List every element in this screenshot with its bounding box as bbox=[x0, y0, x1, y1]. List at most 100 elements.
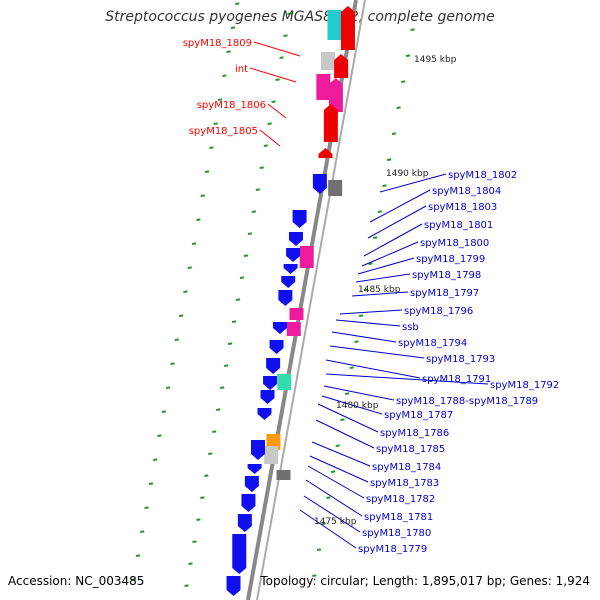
gene-feature bbox=[260, 390, 275, 404]
scale-label: 1490 kbp bbox=[386, 169, 429, 179]
backbone-line-inner bbox=[256, 0, 366, 600]
scale-label: 1475 kbp bbox=[314, 517, 357, 527]
tick-dash bbox=[235, 2, 240, 5]
scale-label: 1485 kbp bbox=[358, 285, 401, 295]
tick-dash bbox=[217, 98, 223, 101]
gene-feature bbox=[312, 174, 327, 194]
leader-line bbox=[355, 273, 411, 283]
leader-line bbox=[357, 257, 415, 275]
gene-label-reverse: spyM18_1784 bbox=[372, 462, 441, 473]
gene-labels: 1495 kbp 1490 kbp 1485 kbp 1480 kbp 1475 kbp… bbox=[183, 38, 560, 555]
leader-line bbox=[303, 495, 361, 533]
leader-line bbox=[367, 205, 427, 239]
tick-dash bbox=[220, 386, 225, 389]
leader-line bbox=[307, 465, 365, 499]
tick-dash bbox=[247, 232, 253, 235]
tick-dash bbox=[340, 418, 345, 421]
tick-dash bbox=[259, 166, 264, 169]
gene-feature bbox=[328, 180, 343, 196]
genome-backbone bbox=[246, 0, 366, 600]
tick-dash bbox=[344, 392, 350, 395]
gene-label-reverse: spyM18_1799 bbox=[416, 254, 485, 265]
tick-dash bbox=[200, 194, 205, 197]
tick-dash bbox=[283, 34, 288, 37]
gene-feature bbox=[288, 232, 303, 246]
gene-label-reverse: spyM18_1783 bbox=[370, 478, 439, 489]
gene-feature bbox=[283, 264, 298, 274]
gene-feature bbox=[263, 376, 278, 390]
gene-label-reverse: spyM18_1786 bbox=[380, 428, 449, 439]
leader-line bbox=[369, 189, 431, 223]
gene-label-reverse: spyM18_1794 bbox=[398, 338, 467, 349]
tick-dash bbox=[358, 314, 364, 317]
gene-label-reverse: spyM18_1791 bbox=[422, 374, 491, 385]
tick-dash bbox=[188, 562, 193, 565]
gene-label-reverse: spyM18_1787 bbox=[384, 410, 453, 421]
tick-dash bbox=[243, 254, 249, 257]
tick-dash bbox=[271, 100, 276, 103]
tick-dash bbox=[166, 386, 171, 389]
gene-label-reverse: spyM18_1780 bbox=[362, 528, 431, 539]
tick-dash bbox=[131, 578, 136, 581]
tick-dash bbox=[316, 548, 322, 551]
gene-label-forward: spyM18_1805 bbox=[189, 126, 258, 137]
tick-dash bbox=[251, 210, 256, 213]
tick-dash bbox=[178, 314, 184, 317]
gene-label-reverse: spyM18_1782 bbox=[366, 494, 435, 505]
tick-dash bbox=[405, 54, 411, 57]
leader-line bbox=[321, 395, 383, 415]
map-title: Streptococcus pyogenes MGAS8232, complet… bbox=[105, 9, 495, 25]
leader-line bbox=[315, 419, 375, 449]
gene-feature bbox=[272, 322, 287, 334]
tick-dash bbox=[227, 342, 233, 345]
gene-feature bbox=[257, 408, 272, 420]
tick-dash bbox=[208, 452, 213, 455]
gene-label-reverse: spyM18_1792 bbox=[490, 380, 559, 391]
leader-line bbox=[351, 291, 409, 297]
leader-line bbox=[325, 359, 421, 379]
tick-dash bbox=[161, 410, 166, 413]
tick-dash bbox=[184, 584, 189, 587]
leader-line bbox=[317, 403, 379, 433]
leader-line bbox=[379, 173, 447, 193]
tick-dash bbox=[140, 530, 145, 533]
gene-label-forward: spyM18_1806 bbox=[197, 100, 266, 111]
tick-dash bbox=[226, 50, 231, 53]
genome-summary-text: Topology: circular; Length: 1,895,017 bp… bbox=[260, 574, 590, 588]
tick-dash bbox=[144, 506, 149, 509]
gene-label-reverse: spyM18_1804 bbox=[432, 186, 501, 197]
leader-line bbox=[259, 129, 281, 147]
tick-dash bbox=[204, 474, 209, 477]
tick-dash bbox=[174, 338, 179, 341]
leader-line bbox=[329, 345, 425, 359]
tick-dash bbox=[363, 288, 368, 291]
gene-feature bbox=[321, 52, 336, 70]
gene-feature bbox=[299, 246, 314, 268]
tick-dash bbox=[191, 242, 197, 245]
tick-dash bbox=[231, 320, 237, 323]
gene-feature bbox=[241, 494, 256, 512]
gene-label-reverse: spyM18_1801 bbox=[424, 220, 493, 231]
tick-dash bbox=[213, 122, 218, 125]
tick-dash bbox=[187, 266, 192, 269]
gene-feature bbox=[277, 374, 292, 390]
gene-feature bbox=[340, 6, 355, 50]
gene-label-reverse: spyM18_1781 bbox=[364, 512, 433, 523]
gene-feature bbox=[328, 78, 343, 112]
gene-label-reverse: spyM18_1779 bbox=[358, 544, 427, 555]
gene-feature bbox=[323, 104, 338, 142]
gene-feature bbox=[286, 322, 301, 336]
gene-feature bbox=[232, 534, 247, 574]
gene-feature bbox=[276, 470, 291, 480]
gene-feature bbox=[289, 308, 304, 320]
gene-feature bbox=[226, 576, 241, 596]
gene-label-forward: int bbox=[235, 64, 248, 75]
gene-label-reverse: spyM18_1793 bbox=[426, 354, 495, 365]
tick-dash bbox=[222, 74, 227, 77]
leader-line bbox=[305, 479, 363, 517]
gene-feature bbox=[316, 74, 331, 100]
gene-feature bbox=[269, 340, 284, 354]
leader-line bbox=[325, 373, 489, 385]
leader-line bbox=[267, 103, 287, 119]
